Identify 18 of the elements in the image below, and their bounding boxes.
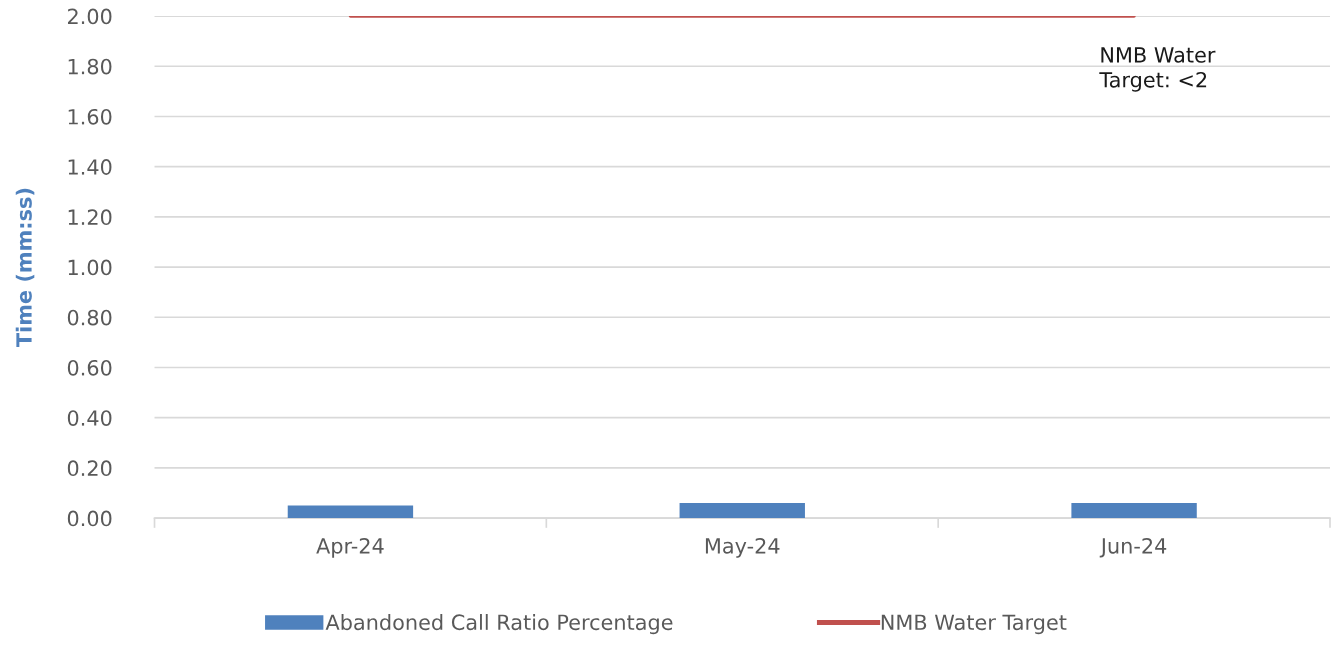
y-tick-label: 1.00	[68, 259, 112, 276]
y-tick-label: 1.60	[68, 108, 112, 125]
y-tick-label: 0.60	[67, 359, 112, 376]
y-tick-label: 1.20	[68, 209, 112, 226]
y-axis-title: Time (mm:ss)	[15, 188, 35, 347]
y-tick-label: 1.40	[68, 159, 112, 175]
x-tick-label: Jun-24	[1099, 537, 1167, 558]
legend-label: NMB Water Target	[881, 614, 1067, 635]
x-tick-label: Apr-24	[316, 537, 384, 558]
y-tick-label: 2.00	[67, 8, 112, 25]
annotation: NMB Water Target: <2	[1099, 47, 1216, 92]
y-tick-label: 0.00	[67, 510, 112, 527]
y-tick-label: 1.80	[68, 58, 112, 75]
y-tick-label: 0.80	[67, 309, 112, 326]
y-tick-label: 0.40	[67, 410, 112, 426]
x-tick-label: May-24	[705, 537, 780, 558]
y-tick-label: 0.20	[67, 460, 112, 477]
legend-label: Abandoned Call Ratio Percentage	[325, 614, 673, 635]
